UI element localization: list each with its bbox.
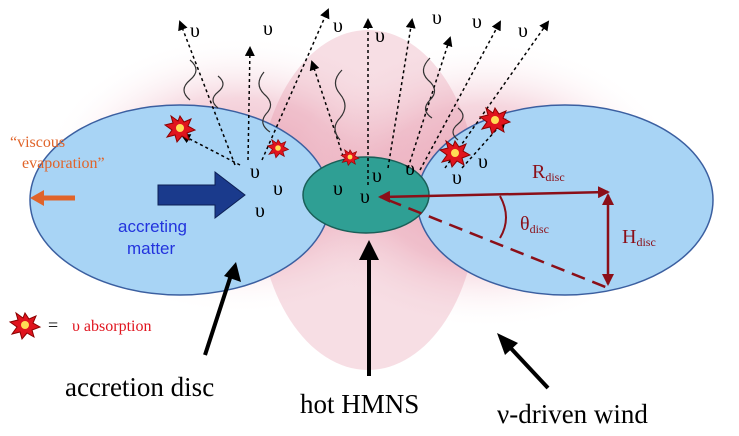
viscous-evaporation-arrow	[30, 190, 75, 206]
accreting-label-line1: accreting	[118, 217, 187, 236]
nu-label: υ	[518, 20, 528, 42]
h-disc-label: Hdisc	[622, 226, 656, 249]
legend-equals: =	[48, 315, 58, 335]
accreting-matter-arrow	[157, 170, 246, 220]
nu-label: υ	[250, 161, 260, 183]
accretion-disc-caption: accretion disc	[65, 372, 214, 402]
neutrino-emission-arrows	[178, 8, 550, 185]
hot-hmns-caption: hot HMNS	[300, 389, 419, 419]
wind-caption: ν-driven wind	[497, 399, 648, 429]
nu-label: υ	[333, 15, 343, 37]
arrowhead-icon	[359, 240, 379, 260]
neutrino-symbols: υ υ υ υ υ υ υ υ υ υ υ υ υ υ υ υ	[190, 7, 528, 222]
nu-label: υ	[263, 18, 273, 40]
nu-label: υ	[255, 200, 265, 222]
nu-label: υ	[273, 178, 283, 200]
nu-label: υ	[190, 20, 200, 42]
disc-geometry-markers	[378, 186, 614, 290]
r-disc-label: Rdisc	[532, 161, 565, 184]
legend-burst-icon	[9, 312, 41, 340]
right-accretion-disc	[416, 104, 714, 296]
nu-label: υ	[333, 178, 343, 200]
nu-label: υ	[478, 151, 488, 173]
wavy-photon-lines	[183, 57, 464, 141]
viscous-label-line1: “viscous	[10, 134, 65, 151]
nu-label: υ	[432, 7, 442, 29]
nu-label: υ	[375, 25, 385, 47]
legend-absorption-label: υ absorption	[72, 318, 151, 335]
accreting-label-line2: matter	[127, 239, 176, 258]
nu-label: υ	[452, 167, 462, 189]
viscous-label-line2: evaporation”	[22, 155, 105, 172]
theta-disc-label: θdisc	[520, 213, 549, 236]
nu-label: υ	[405, 158, 415, 180]
nu-label: υ	[360, 186, 370, 208]
caption-pointer-arrows	[203, 252, 550, 390]
nu-label: υ	[472, 11, 482, 33]
arrowhead-icon	[497, 333, 518, 355]
nu-label: υ	[372, 165, 382, 187]
arrowhead-icon	[224, 262, 241, 282]
